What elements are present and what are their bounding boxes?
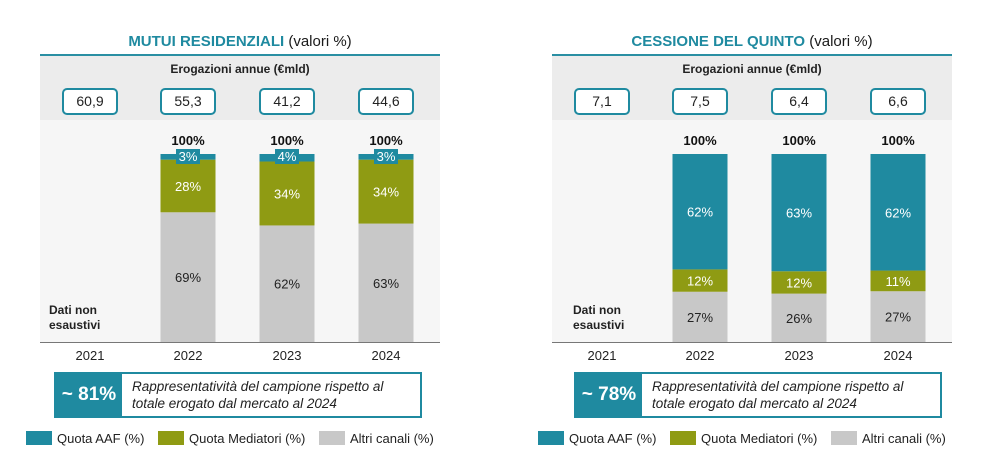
annual-value-2022: 7,5 <box>672 88 728 115</box>
representativeness-callout: ~ 78% Rappresentatività del campione ris… <box>574 372 942 418</box>
legend-item-altri: Altri canali (%) <box>319 431 434 446</box>
bar-segment <box>358 159 414 224</box>
annual-value-2023: 41,2 <box>259 88 315 115</box>
data-label: 34% <box>274 186 300 201</box>
legend-item-aaf: Quota AAF (%) <box>26 431 144 446</box>
bar-segment <box>259 225 315 342</box>
bar-segment <box>160 212 216 342</box>
bar-segment <box>672 291 728 342</box>
data-label: 3% <box>179 149 198 164</box>
data-label-box <box>374 149 398 164</box>
legend-item-aaf: Quota AAF (%) <box>538 431 656 446</box>
bar-segment <box>160 159 216 213</box>
total-label: 100% <box>270 133 304 148</box>
data-label: 27% <box>687 310 713 325</box>
bar-segment <box>870 291 926 342</box>
bar-segment <box>259 161 315 226</box>
data-label: 62% <box>687 205 713 220</box>
panel-mutui-residenziali: MUTUI RESIDENZIALI (valori %) Erogazioni… <box>26 0 440 471</box>
baseline <box>552 342 952 343</box>
x-tick-label: 2024 <box>372 348 401 363</box>
representativeness-text: Rappresentatività del campione rispetto … <box>132 379 384 411</box>
stacked-bar-chart: 2021 202269%28%3%100%202362%34%4%100%2024… <box>76 133 414 363</box>
annual-value-2021: 7,1 <box>574 88 630 115</box>
legend: Quota AAF (%) Quota Mediatori (%) Altri … <box>26 431 446 446</box>
bar-segment <box>672 154 728 270</box>
data-label: 11% <box>885 274 910 289</box>
legend-item-altri: Altri canali (%) <box>831 431 946 446</box>
data-label: 62% <box>885 205 911 220</box>
bar-segment <box>771 271 827 294</box>
x-tick-label: 2023 <box>273 348 302 363</box>
bar-segment <box>870 270 926 292</box>
x-tick-label: 2022 <box>686 348 715 363</box>
title-rule <box>40 54 440 56</box>
bar-segment <box>672 269 728 292</box>
data-label: 4% <box>278 149 297 164</box>
annual-value-2023: 6,4 <box>771 88 827 115</box>
legend-item-mediatori: Quota Mediatori (%) <box>670 431 817 446</box>
annual-label: Erogazioni annue (€mld) <box>682 62 822 76</box>
bar-segment <box>358 223 414 342</box>
x-tick-label: 2021 <box>76 348 105 363</box>
total-label: 100% <box>369 133 403 148</box>
annual-value-2024: 44,6 <box>358 88 414 115</box>
data-label: 34% <box>373 185 399 200</box>
note-non-exhaustive: Dati non esaustivi <box>49 303 101 332</box>
data-label-box <box>176 149 200 164</box>
legend: Quota AAF (%) Quota Mediatori (%) Altri … <box>538 431 958 446</box>
legend-item-mediatori: Quota Mediatori (%) <box>158 431 305 446</box>
data-label: 3% <box>377 149 396 164</box>
data-label: 26% <box>786 311 812 326</box>
representativeness-pct: ~ 81% <box>56 374 122 416</box>
data-label: 63% <box>786 206 812 221</box>
note-non-exhaustive: Dati non esaustivi <box>573 303 625 332</box>
data-label: 28% <box>175 179 201 194</box>
chart-title: MUTUI RESIDENZIALI (valori %) <box>128 33 352 50</box>
data-label: 27% <box>885 310 911 325</box>
x-tick-label: 2022 <box>174 348 203 363</box>
chart-title: CESSIONE DEL QUINTO (valori %) <box>631 33 873 50</box>
bar-segment <box>771 293 827 342</box>
data-label: 62% <box>274 277 300 292</box>
x-tick-label: 2023 <box>785 348 814 363</box>
representativeness-pct: ~ 78% <box>576 374 642 416</box>
annual-value-2024: 6,6 <box>870 88 926 115</box>
data-label: 12% <box>687 274 713 289</box>
annual-label: Erogazioni annue (€mld) <box>170 62 310 76</box>
stacked-bar-chart: 2021 2022 27% 12% 62% 100% 2023 26% 12% 63% 100% 20… <box>588 133 926 363</box>
annual-value-2021: 60,9 <box>62 88 118 115</box>
panel-cessione-del-quinto: CESSIONE DEL QUINTO (valori %) Erogazion… <box>538 0 952 471</box>
total-label: 100% <box>782 133 816 148</box>
total-label: 100% <box>683 133 717 148</box>
annual-value-2022: 55,3 <box>160 88 216 115</box>
x-tick-label: 2024 <box>884 348 913 363</box>
data-label: 69% <box>175 270 201 285</box>
x-tick-label: 2021 <box>588 348 617 363</box>
representativeness-callout: ~ 81% Rappresentatività del campione ris… <box>54 372 422 418</box>
total-label: 100% <box>881 133 915 148</box>
data-label: 63% <box>373 276 399 291</box>
bar-segment <box>771 154 827 272</box>
bar-segment <box>870 154 926 271</box>
title-rule <box>552 54 952 56</box>
baseline <box>40 342 440 343</box>
data-label-box <box>275 149 299 164</box>
representativeness-text: Rappresentatività del campione rispetto … <box>652 379 904 411</box>
data-label: 12% <box>786 275 812 290</box>
total-label: 100% <box>171 133 205 148</box>
